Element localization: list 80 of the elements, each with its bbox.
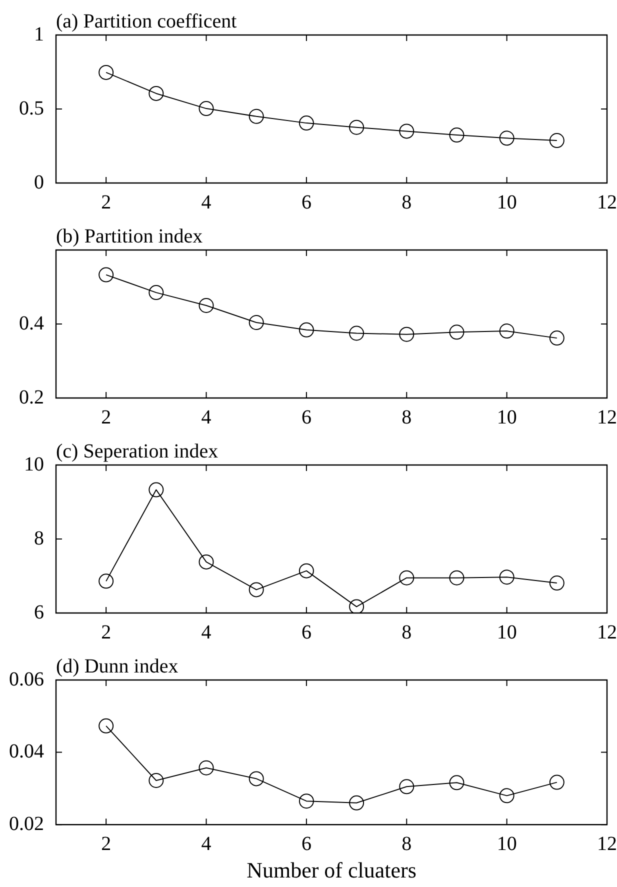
x-tick-label: 12 xyxy=(597,406,617,428)
point xyxy=(349,326,364,341)
point xyxy=(248,315,264,330)
point xyxy=(349,599,364,613)
y-tick-label: 1 xyxy=(34,23,44,46)
x-tick-label: 8 xyxy=(402,832,412,855)
chart-title: (d) Dunn index xyxy=(56,655,178,678)
point xyxy=(298,563,314,578)
point xyxy=(98,718,114,734)
x-tick-label: 4 xyxy=(201,621,212,644)
x-tick-label: 10 xyxy=(496,191,517,214)
point xyxy=(98,574,114,589)
x-tick-label: 12 xyxy=(597,191,617,214)
point xyxy=(449,570,464,586)
x-tick-label: 2 xyxy=(101,832,112,855)
x-tick-label: 8 xyxy=(402,406,412,428)
y-tick-label: 0.06 xyxy=(9,668,44,690)
point xyxy=(349,120,364,135)
x-tick-label: 10 xyxy=(496,832,517,855)
x-tick-label: 8 xyxy=(402,191,412,214)
point xyxy=(248,771,264,786)
x-tick-label: 2 xyxy=(101,406,112,428)
x-tick-label: 10 xyxy=(496,406,517,428)
x-tick-label: 6 xyxy=(301,191,312,214)
y-tick-label: 0.5 xyxy=(19,97,44,120)
point xyxy=(298,794,314,809)
chart-title: (b) Partition index xyxy=(56,225,203,248)
point xyxy=(198,554,214,570)
x-tick-label: 12 xyxy=(597,832,617,855)
x-tick-label: 2 xyxy=(101,191,112,214)
point xyxy=(499,570,514,585)
y-tick-label: 0.4 xyxy=(19,312,44,334)
point xyxy=(449,128,464,143)
x-tick-label: 6 xyxy=(301,406,312,428)
point xyxy=(349,795,364,810)
x-tick-label: 4 xyxy=(201,406,212,428)
point xyxy=(499,324,514,339)
point xyxy=(399,124,414,139)
y-tick-label: 0.04 xyxy=(9,740,44,763)
point xyxy=(549,133,564,148)
point xyxy=(399,779,414,794)
y-tick-label: 0 xyxy=(34,171,44,194)
point xyxy=(98,267,114,282)
chart-title: (c) Seperation index xyxy=(56,440,218,462)
point xyxy=(248,108,264,124)
y-tick-label: 0.2 xyxy=(19,386,44,408)
point xyxy=(399,570,414,586)
point xyxy=(198,298,214,313)
chart-title: (a) Partition coefficent xyxy=(56,10,238,32)
x-tick-label: 6 xyxy=(301,621,312,644)
x-tick-label: 2 xyxy=(101,621,112,644)
x-tick-label: 8 xyxy=(402,621,412,644)
x-tick-label: 4 xyxy=(201,191,212,214)
point xyxy=(449,324,464,340)
y-tick-label: 6 xyxy=(34,601,44,624)
point xyxy=(148,772,164,788)
x-tick-label: 6 xyxy=(301,832,312,855)
point xyxy=(549,774,564,790)
y-tick-label: 8 xyxy=(34,527,44,550)
point xyxy=(148,285,164,300)
point xyxy=(549,576,564,591)
y-tick-label: 0.02 xyxy=(9,812,44,835)
point xyxy=(499,130,514,146)
y-tick-label: 10 xyxy=(24,453,44,476)
point xyxy=(148,86,164,101)
point xyxy=(98,64,114,80)
point xyxy=(148,482,164,498)
point xyxy=(198,101,214,116)
point xyxy=(449,775,464,790)
point xyxy=(198,760,214,776)
x-tick-label: 12 xyxy=(597,621,617,644)
point xyxy=(248,582,264,598)
x-tick-label: 10 xyxy=(496,621,517,644)
point xyxy=(298,322,314,338)
point xyxy=(399,326,414,342)
point xyxy=(298,116,314,131)
x-axis-title: Number of cluaters xyxy=(246,858,416,883)
point xyxy=(499,788,514,804)
point xyxy=(549,330,564,346)
x-tick-label: 4 xyxy=(201,832,212,855)
